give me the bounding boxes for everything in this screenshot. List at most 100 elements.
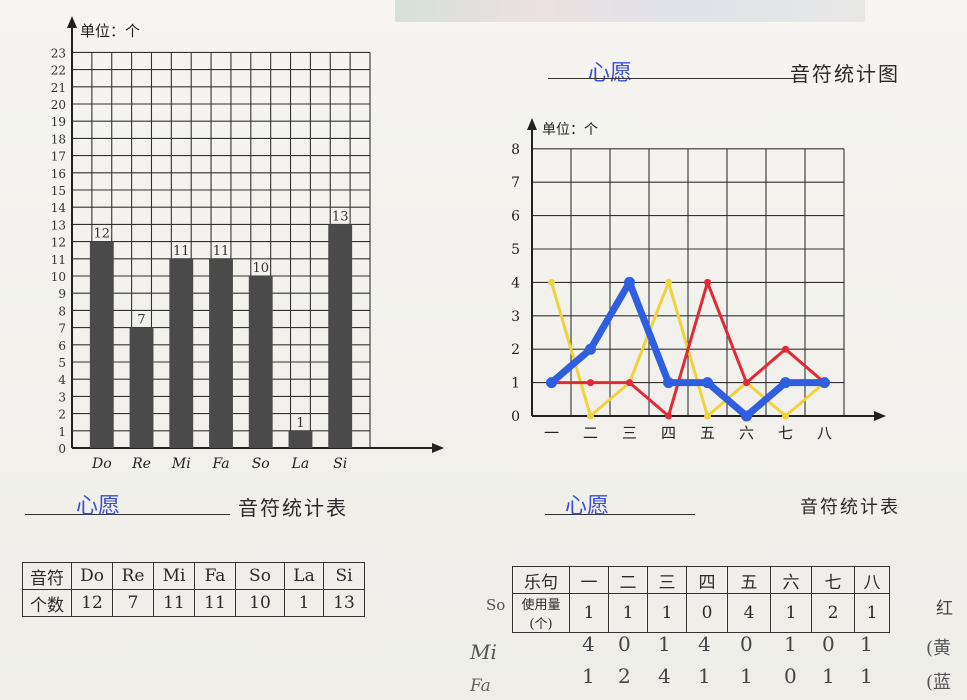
- series-point: [741, 410, 752, 422]
- y-tick-label: 3: [58, 390, 66, 404]
- x-tick-label: 六: [739, 424, 754, 442]
- fa-value: 1: [740, 664, 759, 688]
- y-tick-label: 8: [511, 142, 520, 158]
- table-cell: 1: [647, 593, 687, 633]
- bar: [328, 224, 353, 448]
- table-cell: 1: [608, 593, 648, 633]
- series-point: [782, 412, 789, 420]
- table-cell: 一: [569, 566, 609, 594]
- mi-row-suffix: (黄: [926, 638, 952, 659]
- fa-value: 1: [860, 664, 879, 688]
- table-cell: 使用量(个): [512, 593, 570, 633]
- bar: [89, 241, 114, 448]
- series-point: [782, 345, 789, 353]
- mi-value: 0: [822, 632, 841, 656]
- x-tick-label: Re: [131, 456, 151, 472]
- series-point: [626, 379, 633, 387]
- x-tick-label: Fa: [211, 456, 229, 472]
- right-table-header-row: 乐句 一 二 三 四 五 六 七 八: [512, 566, 890, 594]
- fa-row-label: Fa: [470, 676, 491, 696]
- y-tick-label: 15: [51, 184, 66, 198]
- fa-row-suffix: (蓝: [926, 672, 952, 693]
- left-table-title-line: [25, 514, 230, 515]
- fa-value: 1: [582, 664, 601, 688]
- mi-value: 1: [860, 632, 879, 656]
- y-tick-label: 1: [58, 425, 66, 439]
- table-cell: Re: [112, 562, 154, 590]
- y-tick-label: 21: [51, 81, 66, 95]
- table-cell: 1: [569, 593, 609, 633]
- table-cell: 五: [727, 566, 771, 594]
- y-tick-label: 7: [511, 175, 520, 191]
- x-tick-label: So: [252, 456, 270, 472]
- right-chart-title-blank: 心愿: [588, 61, 633, 86]
- y-tick-label: 1: [511, 376, 520, 392]
- x-tick-label: Do: [91, 456, 112, 472]
- series-point: [624, 276, 635, 288]
- y-tick-label: 23: [51, 46, 66, 60]
- x-tick-label: 七: [778, 424, 793, 442]
- table-cell: 三: [647, 566, 687, 594]
- fa-value: 4: [658, 664, 677, 688]
- series-point: [585, 343, 596, 355]
- series-point: [819, 377, 830, 389]
- x-tick-label: 五: [700, 424, 715, 442]
- table-cell: 1: [854, 593, 890, 633]
- fa-value: 2: [618, 664, 637, 688]
- line-chart: 0 1 2 3 4 5 6 7 8 单位：个一 二 三 四 五 六 七 八: [511, 118, 886, 442]
- bar: [129, 327, 154, 448]
- y-tick-label: 12: [51, 236, 66, 250]
- bar: [169, 258, 194, 448]
- y-tick-label: 18: [51, 132, 66, 146]
- bar: [248, 276, 273, 448]
- x-tick-label: 三: [622, 424, 637, 442]
- series-point: [743, 379, 750, 387]
- y-tick-label: 14: [51, 201, 67, 215]
- right-table-row-suffix: 红: [936, 599, 953, 619]
- y-tick-label: 5: [511, 242, 520, 258]
- bar-value-label: 11: [213, 244, 230, 259]
- y-tick-label: 0: [58, 442, 66, 456]
- mi-value: 1: [784, 632, 803, 656]
- series-point: [780, 377, 791, 389]
- series-point: [546, 377, 557, 389]
- series-point: [587, 412, 594, 420]
- bar-value-label: 10: [252, 261, 269, 276]
- fa-value: 1: [822, 664, 841, 688]
- series-point: [548, 278, 555, 286]
- y-tick-label: 3: [511, 309, 520, 325]
- x-tick-label: 四: [661, 424, 676, 442]
- bar-value-label: 11: [173, 244, 190, 259]
- x-tick-label: La: [291, 456, 310, 472]
- mi-value: 4: [582, 632, 601, 656]
- y-axis-arrow: [527, 118, 537, 130]
- mi-value: 0: [740, 632, 759, 656]
- mi-value: 4: [698, 632, 717, 656]
- x-tick-label: 二: [583, 424, 598, 442]
- x-tick-label: Si: [333, 456, 347, 472]
- bar-value-label: 1: [296, 416, 304, 431]
- y-tick-label: 6: [58, 339, 66, 353]
- left-table-header-row: 音符 Do Re Mi Fa So La Si: [22, 562, 365, 590]
- x-tick-label: Mi: [171, 456, 191, 472]
- table-cell: 1: [770, 593, 812, 633]
- right-table-title-line: [545, 514, 695, 515]
- table-cell: 11: [153, 589, 195, 617]
- table-cell: 六: [770, 566, 812, 594]
- bar-chart: 单位：个012345678910111213141516171819202122…: [51, 16, 444, 472]
- y-tick-label: 5: [58, 356, 66, 370]
- left-table: 音符 Do Re Mi Fa So La Si 个数 12 7 11 11 10…: [22, 562, 365, 617]
- table-cell: 10: [235, 589, 285, 617]
- table-cell: 7: [112, 589, 154, 617]
- table-cell: Si: [323, 562, 365, 590]
- series-point: [665, 278, 672, 286]
- y-tick-label: 2: [511, 342, 520, 358]
- right-table-title: 音符统计表: [800, 497, 900, 518]
- bar: [209, 258, 233, 448]
- series-line: [550, 280, 826, 418]
- mi-row-label: Mi: [470, 640, 497, 664]
- table-cell: 13: [323, 589, 365, 617]
- y-tick-label: 17: [51, 150, 66, 164]
- table-cell: Do: [71, 562, 113, 590]
